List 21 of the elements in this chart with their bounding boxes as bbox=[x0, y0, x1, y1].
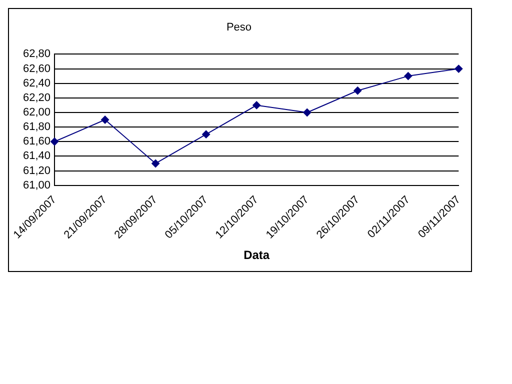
y-tick-label: 62,40 bbox=[22, 77, 51, 90]
y-tick-label: 61,60 bbox=[22, 136, 51, 148]
point bbox=[354, 86, 362, 95]
y-tick-label: 61,40 bbox=[22, 150, 51, 162]
chart-title: Peso bbox=[226, 22, 252, 34]
point bbox=[152, 159, 160, 168]
y-tick-label: 62,80 bbox=[22, 48, 51, 60]
y-tick-label: 62,60 bbox=[22, 62, 51, 75]
y-tick-label: 61,00 bbox=[22, 179, 51, 192]
point bbox=[454, 64, 463, 73]
point bbox=[404, 72, 412, 80]
point bbox=[101, 116, 110, 124]
y-tick-label: 61,80 bbox=[22, 121, 51, 134]
y-tick-label: 61,20 bbox=[22, 164, 51, 177]
point bbox=[202, 130, 210, 138]
y-tick-label: 62,20 bbox=[22, 92, 51, 104]
point bbox=[252, 101, 261, 110]
point bbox=[50, 138, 59, 146]
y-tick-label: 62,00 bbox=[22, 106, 51, 119]
point bbox=[303, 108, 312, 116]
x-axis-title: Data bbox=[244, 248, 270, 262]
